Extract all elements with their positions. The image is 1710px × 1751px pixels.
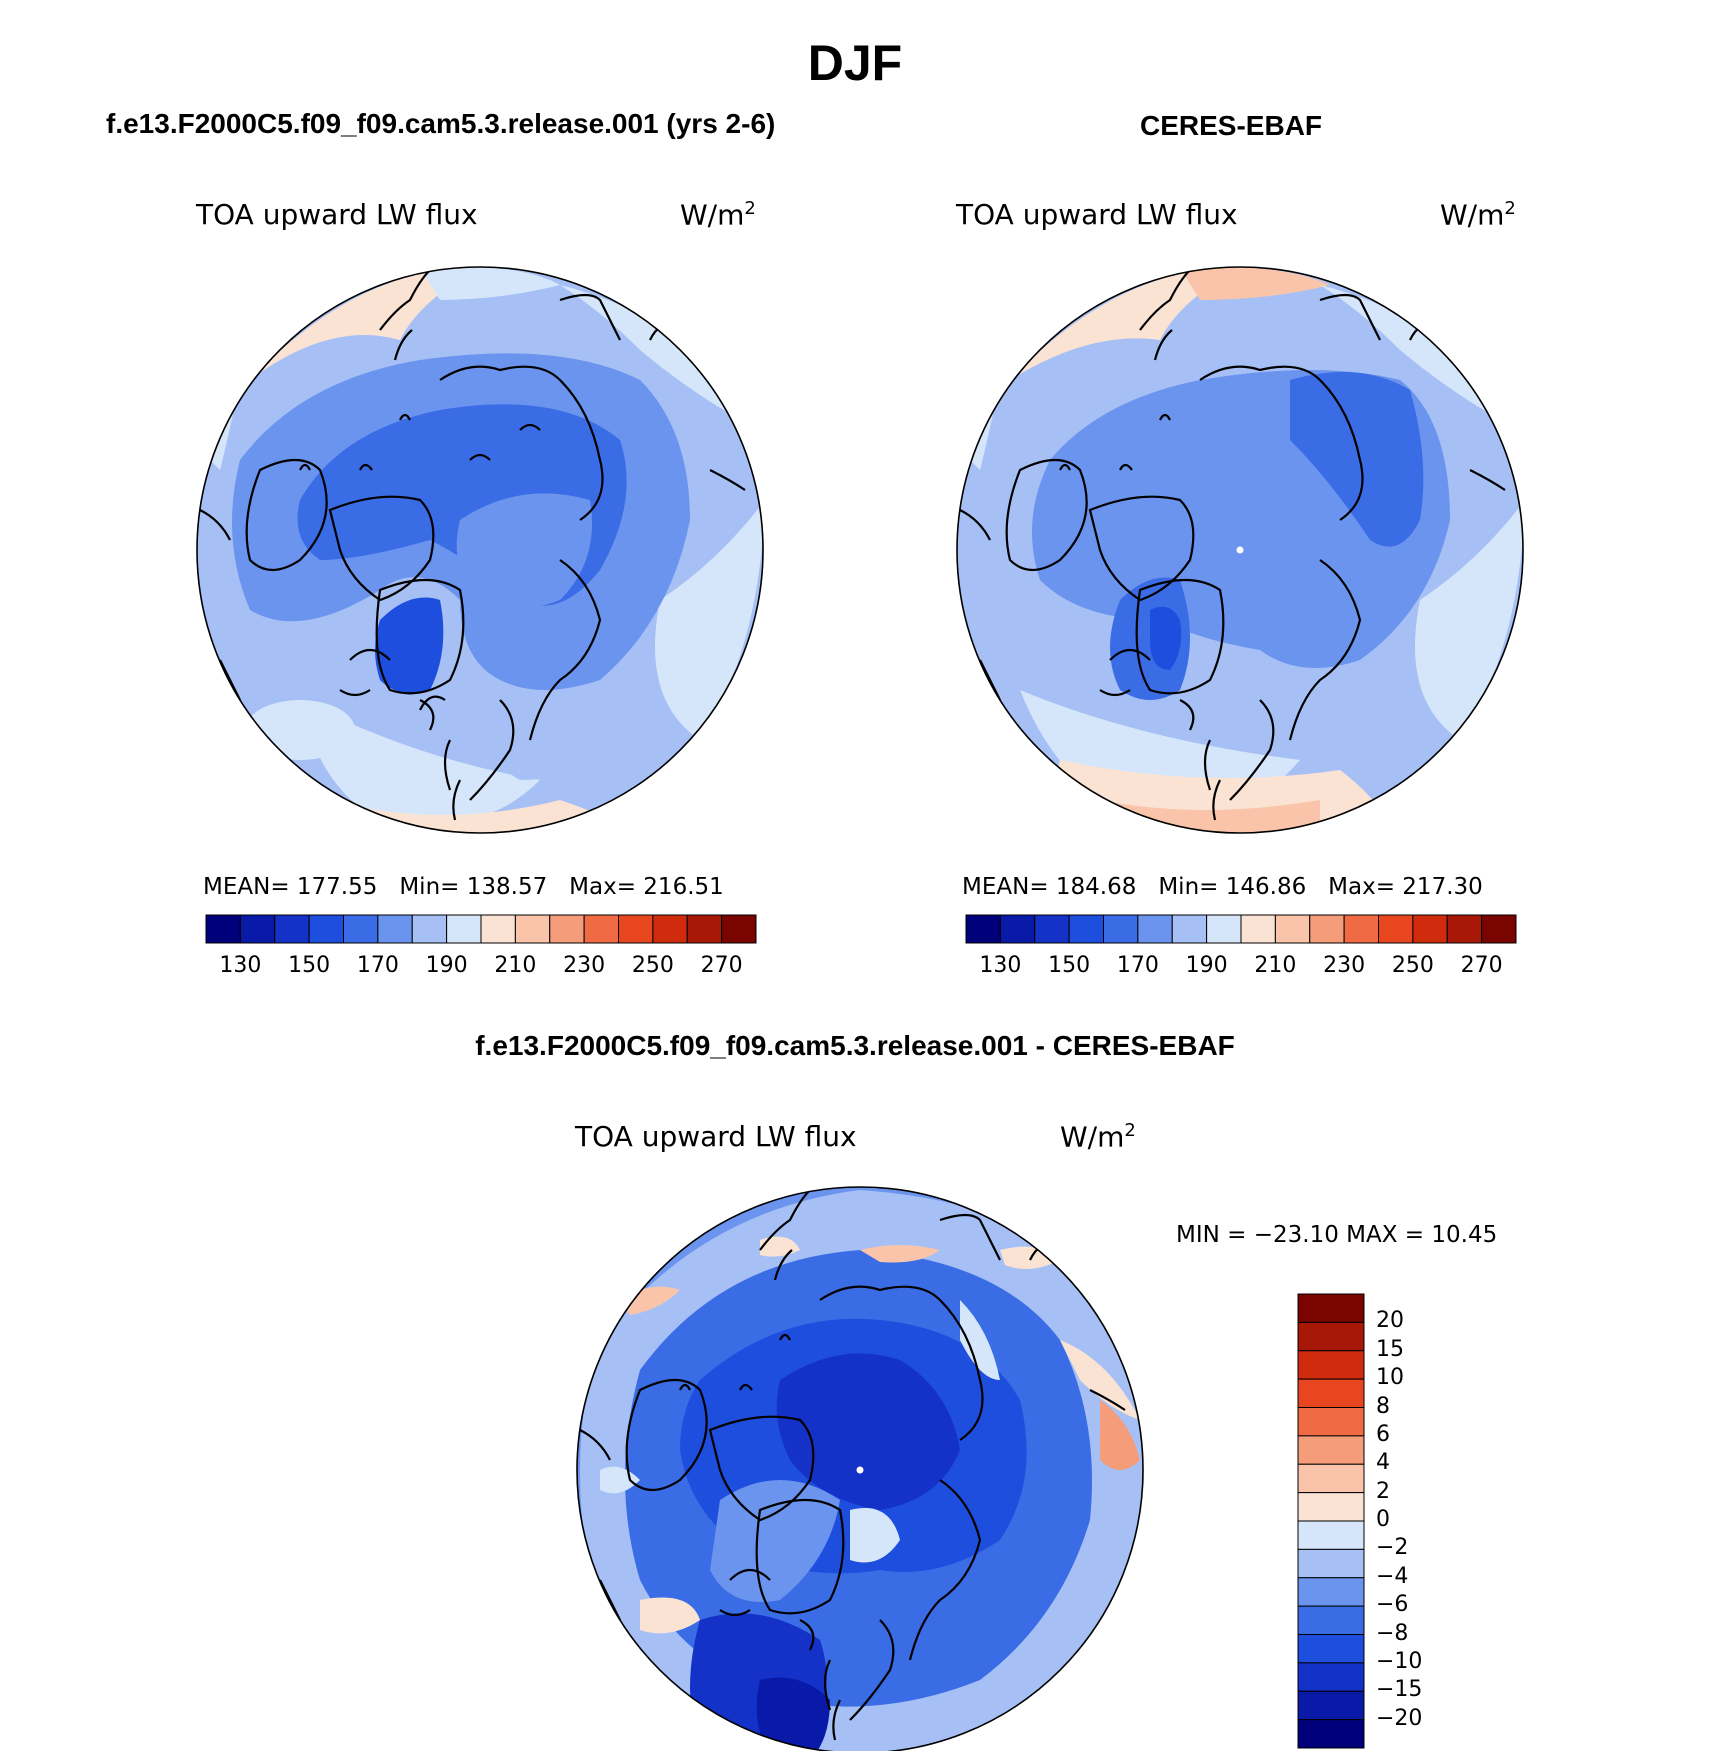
diff-colorbar-swatch bbox=[1297, 1463, 1365, 1494]
diff-colorbar-tick-label: −2 bbox=[1376, 1535, 1409, 1561]
diff-colorbar-tick-label: 20 bbox=[1376, 1308, 1404, 1334]
model-stats: MEAN= 177.55 Min= 138.57 Max= 216.51 bbox=[203, 874, 724, 900]
diff-colorbar-tick-label: −8 bbox=[1376, 1620, 1409, 1646]
diff-colorbar-swatch bbox=[1297, 1293, 1365, 1323]
diff-colorbar-swatch bbox=[1297, 1577, 1365, 1607]
obs-colorbar-swatch bbox=[1240, 914, 1276, 944]
diff-colorbar-swatch bbox=[1297, 1605, 1365, 1635]
diff-colorbar-tick-label: 15 bbox=[1376, 1336, 1404, 1362]
diff-colorbar-tick-label: 8 bbox=[1376, 1393, 1390, 1419]
diff-colorbar-swatch bbox=[1297, 1719, 1365, 1749]
obs-colorbar-swatch bbox=[1378, 914, 1414, 944]
obs-units-label: W/m2 bbox=[1440, 198, 1516, 232]
model-colorbar-tick-label: 270 bbox=[700, 953, 743, 978]
model-colorbar-swatch bbox=[583, 914, 619, 944]
diff-colorbar-swatch bbox=[1297, 1690, 1365, 1721]
model-colorbar-tick-label: 190 bbox=[425, 953, 468, 978]
model-colorbar-swatch bbox=[686, 914, 723, 944]
diff-colorbar-swatch bbox=[1297, 1520, 1365, 1550]
model-units-label: W/m2 bbox=[680, 198, 756, 232]
obs-colorbar-swatch bbox=[999, 914, 1036, 944]
diff-panel-title: f.e13.F2000C5.f09_f09.cam5.3.release.001… bbox=[475, 1030, 1235, 1061]
obs-colorbar bbox=[965, 914, 1517, 944]
obs-polar-map bbox=[956, 266, 1524, 834]
diff-colorbar-tick-label: 0 bbox=[1376, 1507, 1390, 1532]
model-colorbar-tick-label: 130 bbox=[219, 953, 262, 978]
diff-colorbar-tick-label: −20 bbox=[1376, 1705, 1423, 1731]
model-colorbar-swatch bbox=[274, 914, 310, 944]
model-colorbar-swatch bbox=[377, 914, 413, 944]
obs-colorbar-swatch bbox=[1103, 914, 1139, 944]
diff-colorbar-swatch bbox=[1297, 1321, 1365, 1352]
diff-colorbar-swatch bbox=[1297, 1548, 1365, 1579]
model-colorbar-swatch bbox=[446, 914, 482, 944]
obs-colorbar-swatch bbox=[1137, 914, 1173, 944]
diff-colorbar-swatch bbox=[1297, 1634, 1365, 1664]
diff-colorbar-tick-label: 2 bbox=[1376, 1478, 1390, 1504]
obs-panel-title: CERES-EBAF bbox=[1140, 110, 1323, 141]
diff-colorbar-swatch bbox=[1297, 1662, 1365, 1692]
model-panel-title: f.e13.F2000C5.f09_f09.cam5.3.release.001… bbox=[106, 108, 776, 139]
diff-polar-map bbox=[576, 1186, 1144, 1751]
model-colorbar-swatch bbox=[411, 914, 448, 944]
model-colorbar-tick-label: 170 bbox=[356, 953, 399, 978]
diff-colorbar-swatch bbox=[1297, 1407, 1365, 1437]
diff-colorbar-tick-label: 6 bbox=[1376, 1421, 1390, 1447]
obs-colorbar-swatch bbox=[1412, 914, 1448, 944]
diff-colorbar-tick-label: −10 bbox=[1376, 1648, 1423, 1674]
obs-colorbar-swatch bbox=[1343, 914, 1379, 944]
diff-variable-label: TOA upward LW flux bbox=[575, 1120, 857, 1153]
model-colorbar-tick-label: 210 bbox=[494, 953, 537, 978]
obs-stats: MEAN= 184.68 Min= 146.86 Max= 217.30 bbox=[962, 874, 1483, 900]
obs-colorbar-tick-label: 230 bbox=[1323, 953, 1366, 978]
model-colorbar-swatch bbox=[549, 914, 585, 944]
diff-minmax: MIN = −23.10 MAX = 10.45 bbox=[1176, 1222, 1498, 1248]
model-colorbar-swatch bbox=[480, 914, 516, 944]
model-colorbar-tick-label: 230 bbox=[563, 953, 606, 978]
model-variable-label: TOA upward LW flux bbox=[196, 198, 478, 231]
obs-colorbar-tick-label: 190 bbox=[1185, 953, 1228, 978]
model-colorbar-swatch bbox=[239, 914, 276, 944]
obs-colorbar-swatch bbox=[1481, 914, 1517, 944]
diff-colorbar-tick-label: 10 bbox=[1376, 1365, 1404, 1391]
diff-colorbar-swatch bbox=[1297, 1378, 1365, 1408]
model-polar-map bbox=[196, 266, 764, 834]
obs-colorbar-tick-label: 210 bbox=[1254, 953, 1297, 978]
model-colorbar-swatch bbox=[205, 914, 241, 944]
obs-colorbar-swatch bbox=[965, 914, 1001, 944]
diff-colorbar-tick-label: 4 bbox=[1376, 1450, 1390, 1476]
obs-colorbar-swatch bbox=[1446, 914, 1483, 944]
diff-colorbar bbox=[1297, 1293, 1365, 1749]
diff-colorbar-tick-label: −15 bbox=[1376, 1677, 1423, 1703]
model-colorbar-tick-label: 250 bbox=[631, 953, 674, 978]
obs-colorbar-swatch bbox=[1206, 914, 1242, 944]
diff-colorbar-tick-label: −4 bbox=[1376, 1563, 1409, 1589]
obs-colorbar-swatch bbox=[1034, 914, 1070, 944]
diff-colorbar-swatch bbox=[1297, 1435, 1365, 1465]
obs-colorbar-swatch bbox=[1309, 914, 1345, 944]
obs-colorbar-swatch bbox=[1171, 914, 1208, 944]
model-colorbar-swatch bbox=[343, 914, 379, 944]
diff-colorbar-swatch bbox=[1297, 1492, 1365, 1522]
model-colorbar-swatch bbox=[652, 914, 688, 944]
obs-variable-label: TOA upward LW flux bbox=[956, 198, 1238, 231]
diff-units-label: W/m2 bbox=[1060, 1120, 1136, 1154]
model-colorbar-tick-label: 150 bbox=[288, 953, 331, 978]
obs-colorbar-tick-label: 170 bbox=[1116, 953, 1159, 978]
figure-title: DJF bbox=[807, 35, 903, 91]
model-colorbar-swatch bbox=[308, 914, 344, 944]
obs-colorbar-tick-label: 150 bbox=[1048, 953, 1091, 978]
obs-colorbar-tick-label: 250 bbox=[1391, 953, 1434, 978]
diff-colorbar-tick-label: −6 bbox=[1376, 1592, 1409, 1618]
obs-colorbar-tick-label: 270 bbox=[1460, 953, 1503, 978]
model-colorbar-swatch bbox=[721, 914, 757, 944]
obs-colorbar-swatch bbox=[1068, 914, 1104, 944]
obs-colorbar-tick-label: 130 bbox=[979, 953, 1022, 978]
obs-colorbar-swatch bbox=[1274, 914, 1311, 944]
model-colorbar bbox=[205, 914, 757, 944]
diff-colorbar-swatch bbox=[1297, 1350, 1365, 1380]
model-colorbar-swatch bbox=[618, 914, 654, 944]
model-colorbar-swatch bbox=[514, 914, 551, 944]
